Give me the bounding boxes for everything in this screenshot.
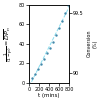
Point xyxy=(37,68,39,70)
Point xyxy=(58,27,60,29)
Point xyxy=(49,47,51,48)
Point xyxy=(40,63,42,65)
X-axis label: t (mins): t (mins) xyxy=(38,93,60,98)
Point xyxy=(28,82,30,83)
Point xyxy=(46,53,48,54)
Point xyxy=(31,77,33,79)
Point xyxy=(43,58,45,60)
Y-axis label: Conversion
(%): Conversion (%) xyxy=(86,30,97,57)
Point xyxy=(61,21,63,22)
Point xyxy=(55,34,57,36)
Point xyxy=(34,73,36,75)
Point xyxy=(64,12,66,13)
Y-axis label: $\frac{1}{(1-p)} = \overline{DP}_n$: $\frac{1}{(1-p)} = \overline{DP}_n$ xyxy=(3,26,16,62)
Point xyxy=(67,4,69,6)
Point xyxy=(52,41,54,43)
